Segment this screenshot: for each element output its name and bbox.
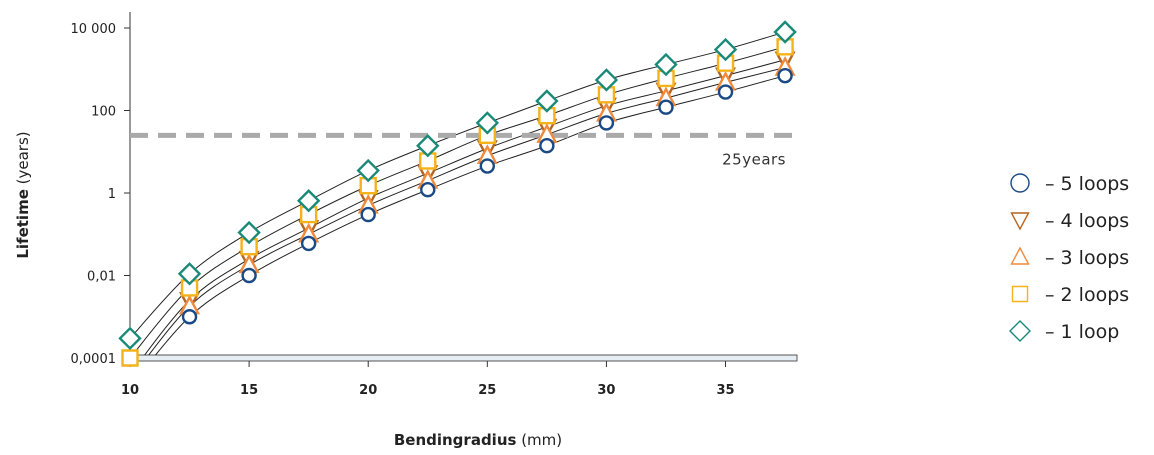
x-tick-label: 25 [478,383,496,398]
x-axis-title: Bendingradius (mm) [394,431,562,449]
legend-marker-diamond [1009,320,1031,342]
data-point-diamond [177,262,202,286]
series-curve [154,75,786,355]
legend-label: – 4 loops [1045,210,1129,232]
legend-marker-triangle-down [1010,212,1030,231]
data-point-circle [241,267,257,284]
data-point-diamond [475,111,500,135]
reference-line-label: 25years [722,150,786,168]
y-tick-label: 1 [108,187,116,202]
legend-marker-square [1011,285,1029,303]
plot-frame [129,12,798,362]
data-point-diamond [118,326,142,351]
data-point-circle [777,67,793,84]
series-curve [144,59,786,355]
legend-item: – 4 loops [1010,210,1129,232]
series-curves [130,31,786,355]
legend-label: – 5 loops [1045,173,1129,195]
y-tick-label: 100 [91,105,116,120]
legend-item: – 3 loops [1010,246,1129,269]
x-tick-label: 30 [597,383,615,398]
data-point-circle [181,309,198,325]
series-markers [118,20,797,367]
legend-label: – 2 loops [1045,284,1129,306]
x-axis-bar [129,354,798,362]
y-axis-ticks: 0,0001 0,01 1 100 10 000 [71,22,130,367]
data-point-circle [420,182,436,198]
data-point-diamond [237,220,261,245]
x-tick-label: 15 [240,383,258,398]
series-curve [131,46,786,355]
data-point-square [121,349,139,367]
x-axis-ticks: 10 15 20 25 30 35 [121,361,735,398]
legend-label: – 1 loop [1045,321,1119,343]
data-point-circle [658,99,674,115]
data-point-diamond [356,158,380,183]
legend-item: – 1 loop [1009,320,1119,343]
series-curve [148,67,786,355]
legend-item: – 2 loops [1011,284,1129,306]
y-axis-title: Lifetime (years) [14,131,32,258]
data-point-circle [360,206,376,223]
data-point-diamond [594,68,619,92]
legend: – 5 loops – 4 loops – 3 loops – 2 loops – 1 … [1009,173,1129,343]
data-point-circle [479,158,496,174]
data-point-diamond [773,20,797,44]
x-tick-label: 10 [121,383,139,398]
y-tick-label: 0,01 [87,270,116,285]
legend-marker-circle [1010,173,1030,193]
legend-marker-triangle-up [1010,246,1030,265]
data-point-circle [717,84,734,100]
data-point-diamond [713,37,738,62]
data-point-circle [539,138,555,154]
y-tick-label: 0,0001 [71,352,117,367]
data-point-circle [300,235,317,252]
data-point-diamond [654,52,678,77]
legend-item: – 5 loops [1010,173,1129,195]
data-point-circle [598,115,615,131]
data-point-diamond [416,134,440,158]
data-point-diamond [296,189,321,213]
series-curve [130,31,786,339]
y-tick-label: 10 000 [71,22,117,37]
data-point-diamond [535,89,559,113]
legend-label: – 3 loops [1045,247,1129,269]
x-tick-label: 20 [359,383,377,398]
x-tick-label: 35 [716,383,734,398]
